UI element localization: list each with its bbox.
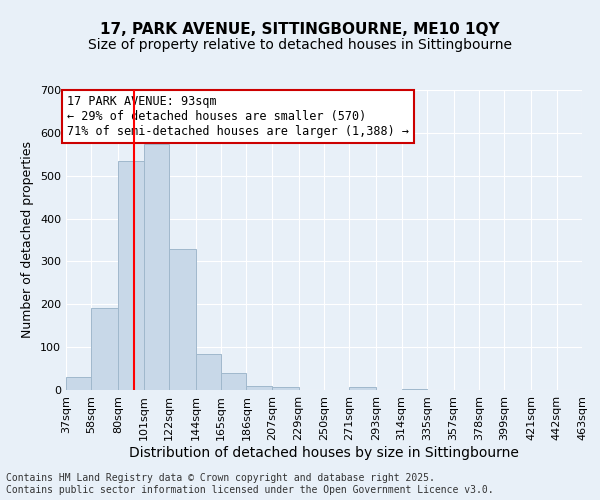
Bar [169,248,196,390]
Bar [91,308,118,390]
Bar [66,377,91,390]
Bar [221,373,247,390]
Y-axis label: Number of detached properties: Number of detached properties [22,142,34,338]
Bar [247,386,272,390]
Bar [143,144,169,390]
Text: Contains HM Land Registry data © Crown copyright and database right 2025.
Contai: Contains HM Land Registry data © Crown c… [6,474,494,495]
Bar [118,160,143,390]
Bar [401,388,427,390]
Text: 17 PARK AVENUE: 93sqm
← 29% of detached houses are smaller (570)
71% of semi-det: 17 PARK AVENUE: 93sqm ← 29% of detached … [67,95,409,138]
Text: 17, PARK AVENUE, SITTINGBOURNE, ME10 1QY: 17, PARK AVENUE, SITTINGBOURNE, ME10 1QY [100,22,500,38]
Bar [196,354,221,390]
Bar [272,387,299,390]
X-axis label: Distribution of detached houses by size in Sittingbourne: Distribution of detached houses by size … [129,446,519,460]
Text: Size of property relative to detached houses in Sittingbourne: Size of property relative to detached ho… [88,38,512,52]
Bar [349,387,376,390]
